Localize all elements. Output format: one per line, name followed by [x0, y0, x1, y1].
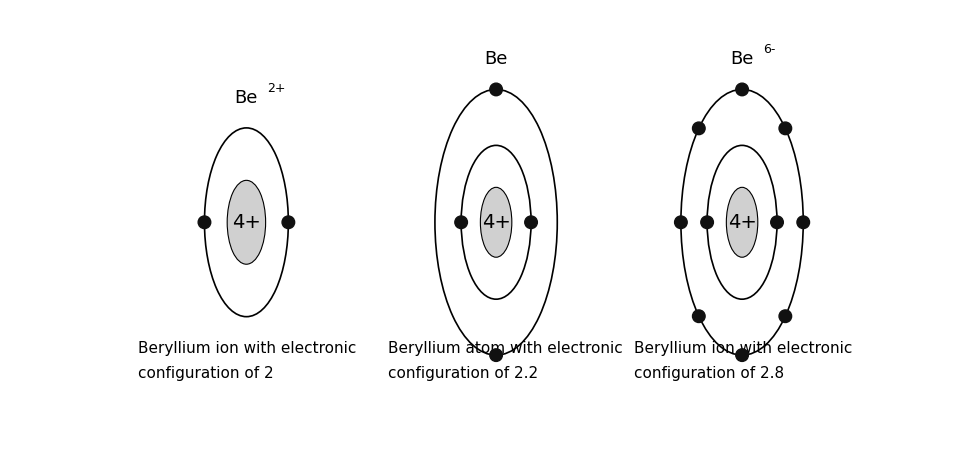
Text: Beryllium atom with electronic: Beryllium atom with electronic: [388, 341, 622, 356]
Text: 4+: 4+: [728, 213, 757, 232]
Circle shape: [771, 216, 783, 228]
Circle shape: [736, 83, 748, 96]
Circle shape: [692, 122, 705, 135]
Circle shape: [736, 349, 748, 361]
Circle shape: [198, 216, 211, 228]
Text: 2+: 2+: [267, 82, 286, 95]
Ellipse shape: [726, 188, 758, 257]
Text: Beryllium ion with electronic: Beryllium ion with electronic: [138, 341, 356, 356]
Ellipse shape: [227, 180, 265, 264]
Ellipse shape: [480, 188, 512, 257]
Circle shape: [692, 310, 705, 322]
Text: Be: Be: [234, 89, 258, 107]
Circle shape: [675, 216, 687, 228]
Circle shape: [779, 310, 792, 322]
Text: configuration of 2.2: configuration of 2.2: [388, 365, 538, 380]
Text: configuration of 2: configuration of 2: [138, 365, 274, 380]
Text: Be: Be: [484, 50, 508, 69]
Circle shape: [779, 122, 792, 135]
Text: 4+: 4+: [232, 213, 260, 232]
Text: Be: Be: [731, 50, 754, 69]
Text: 4+: 4+: [482, 213, 510, 232]
Text: 6-: 6-: [763, 43, 775, 56]
Circle shape: [490, 83, 502, 96]
Circle shape: [525, 216, 537, 228]
Circle shape: [701, 216, 713, 228]
Circle shape: [282, 216, 294, 228]
Circle shape: [490, 349, 502, 361]
Text: Beryllium ion with electronic: Beryllium ion with electronic: [634, 341, 853, 356]
Circle shape: [455, 216, 468, 228]
Circle shape: [797, 216, 809, 228]
Text: configuration of 2.8: configuration of 2.8: [634, 365, 784, 380]
